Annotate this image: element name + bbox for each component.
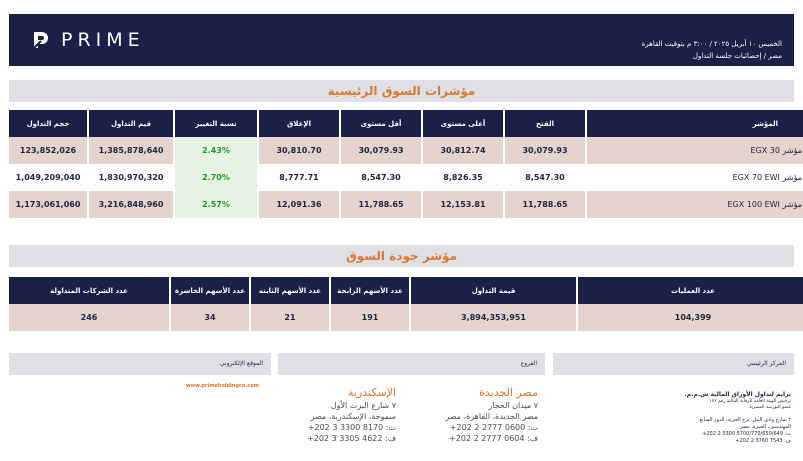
col-transactions: عدد العمليات: [578, 277, 803, 304]
market-quality-title: مؤشر جودة السوق: [9, 245, 794, 267]
hq-company: برايم لتداول الأوراق المالية ش.م.م.: [684, 391, 791, 398]
website-link[interactable]: www.primeholdingco.com: [186, 383, 259, 389]
cell-high: 30,812.74: [423, 137, 503, 164]
table-row: 123,852,026 1,385,878,640 2.43% 30,810.7…: [9, 137, 803, 164]
cell-open: 30,079.93: [505, 137, 585, 164]
col-value: قيم التداول: [89, 110, 173, 137]
hq-address-line: ٢ شارع وادي النيل، برج الحرية، الدور الس…: [699, 417, 791, 423]
report-date: الخميس ١٠ أبريل ٢٠٢٥ / ٣:٠٠ م بتوقيت الق…: [641, 40, 782, 48]
website-label: الموقع الإلكتروني: [9, 353, 271, 375]
hq-fax: ف: 7543 3760 2 202+: [735, 438, 791, 444]
cell-value: 1,830,970,320: [89, 164, 173, 191]
hq-license: ترخيص الهيئة العامة للرقابة المالية رقم …: [709, 399, 791, 404]
hq-label: المركز الرئيسي: [553, 353, 794, 375]
cell-gainers: 191: [331, 304, 409, 331]
branch-address-line: سموحة، الإسكندرية، مصر: [310, 412, 396, 421]
branch-name: الإسكندرية: [348, 386, 396, 399]
table-header-row: عدد الشركات المتداولة عدد الأسهم الخاسرة…: [9, 277, 803, 304]
cell-change: 2.57%: [175, 191, 257, 218]
cell-low: 30,079.93: [341, 137, 421, 164]
prime-logo-icon: [33, 32, 48, 49]
table-header-row: حجم التداول قيم التداول نسبة التغيير الإ…: [9, 110, 803, 137]
cell-index: مؤشر EGX 70 EWI: [587, 164, 803, 191]
table-row: 246 34 21 191 3,894,353,951 104,399: [9, 304, 803, 331]
col-turnover: قيمة التداول: [411, 277, 576, 304]
hq-phone: ت: 5700/770/650/649 3300 2 202+: [702, 431, 791, 437]
hq-address: برايم لتداول الأوراق المالية ش.م.م. ترخي…: [571, 390, 791, 445]
hq-address-line: المهندسين، الجيزة، مصر: [740, 424, 791, 430]
branch-phone: ت: 8170 3300 3 202+: [307, 423, 396, 432]
cell-high: 8,826.35: [423, 164, 503, 191]
cell-change: 2.43%: [175, 137, 257, 164]
branch-phone: ت: 0600 2777 2 202+: [449, 423, 538, 432]
cell-volume: 123,852,026: [9, 137, 87, 164]
col-high: أعلى مستوى: [423, 110, 503, 137]
col-open: الفتح: [505, 110, 585, 137]
cell-losers: 34: [171, 304, 249, 331]
col-losers: عدد الأسهم الخاسرة: [171, 277, 249, 304]
branch-heliopolis: مصر الجديدة ٧ ميدان الحجاز مصر الجديدة، …: [398, 386, 538, 444]
cell-change: 2.70%: [175, 164, 257, 191]
table-row: 1,173,061,060 3,216,848,960 2.57% 12,091…: [9, 191, 803, 218]
cell-value: 1,385,878,640: [89, 137, 173, 164]
cell-volume: 1,173,061,060: [9, 191, 87, 218]
cell-unchanged: 21: [251, 304, 329, 331]
branch-name: مصر الجديدة: [479, 386, 538, 399]
cell-close: 8,777.71: [259, 164, 339, 191]
branch-alexandria: الإسكندرية ٧ شارع البرت الأول سموحة، الإ…: [256, 386, 396, 444]
table-row: 1,049,209,040 1,830,970,320 2.70% 8,777.…: [9, 164, 803, 191]
cell-index: مؤشر EGX 30: [587, 137, 803, 164]
col-index: المؤشر: [587, 110, 803, 137]
cell-traded-companies: 246: [9, 304, 169, 331]
col-unchanged: عدد الأسهم الثابته: [251, 277, 329, 304]
branch-address-line: ٧ شارع البرت الأول: [330, 401, 396, 410]
cell-transactions: 104,399: [578, 304, 803, 331]
col-low: أقل مستوى: [341, 110, 421, 137]
cell-high: 12,153.81: [423, 191, 503, 218]
hq-membership: عضو البورصة المصرية: [749, 405, 791, 410]
col-change: نسبة التغيير: [175, 110, 257, 137]
col-gainers: عدد الأسهم الرابحة: [331, 277, 409, 304]
cell-turnover: 3,894,353,951: [411, 304, 576, 331]
col-traded-companies: عدد الشركات المتداولة: [9, 277, 169, 304]
cell-volume: 1,049,209,040: [9, 164, 87, 191]
cell-open: 8,547.30: [505, 164, 585, 191]
cell-value: 3,216,848,960: [89, 191, 173, 218]
branch-address-line: ٧ ميدان الحجاز: [488, 401, 538, 410]
market-quality-table: عدد الشركات المتداولة عدد الأسهم الخاسرة…: [7, 277, 803, 331]
col-volume: حجم التداول: [9, 110, 87, 137]
branch-fax: ف: 4622 3305 3 202+: [307, 434, 396, 443]
branches-label: الفروع: [278, 353, 545, 375]
report-subtitle: مصر / إحصائيات جلسة التداول: [692, 52, 782, 60]
col-close: الإغلاق: [259, 110, 339, 137]
branch-fax: ف: 0604 2777 2 202+: [449, 434, 538, 443]
main-indices-title: مؤشرات السوق الرئيسية: [9, 80, 794, 102]
cell-low: 8,547.30: [341, 164, 421, 191]
cell-close: 30,810.70: [259, 137, 339, 164]
cell-index: مؤشر EGX 100 EWI: [587, 191, 803, 218]
logo-text: PRIME: [61, 29, 145, 51]
cell-open: 11,788.65: [505, 191, 585, 218]
report-header: PRIME الخميس ١٠ أبريل ٢٠٢٥ / ٣:٠٠ م بتوق…: [9, 14, 794, 66]
branch-address-line: مصر الجديدة، القاهرة، مصر: [445, 412, 538, 421]
main-indices-table: حجم التداول قيم التداول نسبة التغيير الإ…: [7, 110, 803, 218]
cell-close: 12,091.36: [259, 191, 339, 218]
cell-low: 11,788.65: [341, 191, 421, 218]
logo: PRIME: [29, 28, 145, 52]
